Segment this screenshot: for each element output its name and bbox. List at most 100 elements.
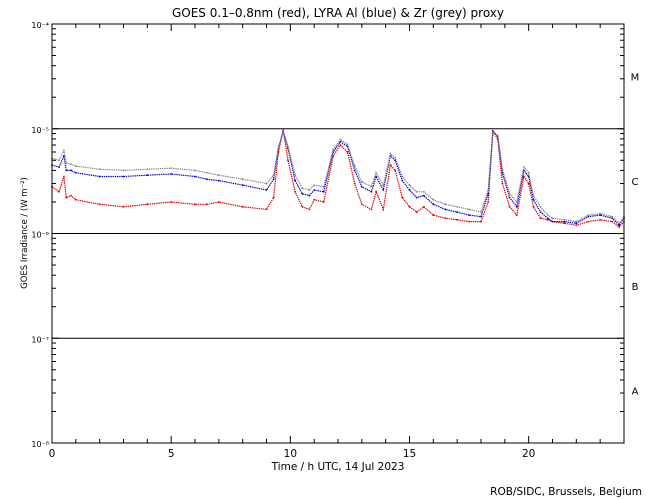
data-point xyxy=(353,169,356,172)
data-point xyxy=(287,145,289,148)
data-point xyxy=(389,152,392,155)
data-point xyxy=(70,194,72,197)
data-point xyxy=(422,205,425,208)
footer-credit: ROB/SIDC, Brussels, Belgium xyxy=(490,486,642,498)
data-point xyxy=(272,178,275,181)
series-lyra-zr xyxy=(51,129,625,225)
data-point xyxy=(375,171,377,174)
x-axis-label: Time / h UTC, 14 Jul 2023 xyxy=(271,461,405,473)
data-point xyxy=(346,151,349,153)
x-tick-label: 20 xyxy=(522,448,535,460)
data-point xyxy=(432,203,435,206)
data-point xyxy=(63,175,65,178)
data-point xyxy=(587,215,590,218)
data-point xyxy=(492,131,494,134)
data-point xyxy=(170,201,173,203)
data-point xyxy=(501,182,504,185)
data-point xyxy=(346,143,349,146)
data-point xyxy=(74,198,77,201)
data-point xyxy=(313,184,316,187)
data-point xyxy=(339,144,342,146)
data-point xyxy=(444,203,447,206)
data-point xyxy=(301,192,304,195)
data-point xyxy=(515,201,518,203)
data-point xyxy=(408,184,411,187)
data-point xyxy=(532,194,535,197)
data-point xyxy=(501,168,504,171)
data-point xyxy=(339,140,342,143)
data-point xyxy=(58,159,60,162)
x-tick-label: 10 xyxy=(284,448,297,460)
x-tick-label: 15 xyxy=(403,448,416,460)
data-point xyxy=(539,211,542,214)
data-point xyxy=(353,165,356,168)
data-point xyxy=(170,167,173,170)
x-axis-ticks: 0 5 10 15 20 xyxy=(49,24,625,460)
data-point xyxy=(382,189,385,191)
data-point xyxy=(322,190,325,193)
series-line xyxy=(51,128,625,227)
data-point xyxy=(360,185,363,188)
data-point xyxy=(287,159,289,162)
data-point xyxy=(360,203,363,206)
data-point xyxy=(65,169,68,172)
data-point xyxy=(70,169,72,172)
data-point xyxy=(294,174,296,177)
data-point xyxy=(539,217,542,220)
data-point xyxy=(370,185,373,188)
data-point xyxy=(587,220,590,223)
data-point xyxy=(532,198,535,201)
data-point xyxy=(422,194,425,197)
data-point xyxy=(487,201,490,203)
data-point xyxy=(575,224,578,227)
y-axis-ticks: 10⁻⁴ 10⁻⁵ 10⁻⁶ 10⁻⁷ 10⁻⁸ xyxy=(31,21,624,449)
x-tick-label: 0 xyxy=(49,448,56,460)
data-point xyxy=(217,174,220,177)
data-point xyxy=(170,173,173,175)
data-point xyxy=(332,148,335,151)
y-tick-label: 10⁻⁴ xyxy=(31,21,49,30)
data-point xyxy=(206,171,208,174)
data-point xyxy=(523,166,525,169)
data-point xyxy=(194,169,196,172)
data-point xyxy=(339,138,342,141)
data-point xyxy=(58,190,60,193)
data-point xyxy=(401,175,404,178)
data-point xyxy=(575,220,578,223)
data-point xyxy=(487,189,490,191)
data-point xyxy=(194,175,196,178)
flare-class-label: M xyxy=(631,72,640,83)
data-point xyxy=(98,203,101,206)
data-point xyxy=(241,184,244,187)
data-point xyxy=(146,203,149,206)
data-point xyxy=(546,214,549,217)
data-point xyxy=(508,196,511,199)
data-point xyxy=(611,215,613,218)
data-point xyxy=(206,178,208,181)
data-point xyxy=(501,171,504,174)
data-point xyxy=(415,190,418,193)
data-point xyxy=(515,214,518,217)
data-point xyxy=(480,215,482,218)
data-point xyxy=(618,222,621,225)
data-point xyxy=(301,205,304,208)
data-point xyxy=(611,220,613,223)
series-goes-0-1-0-8nm xyxy=(51,129,625,229)
data-point xyxy=(532,205,535,208)
data-point xyxy=(265,182,268,185)
data-point xyxy=(146,168,149,171)
data-point xyxy=(58,166,60,169)
data-point xyxy=(322,201,325,203)
data-point xyxy=(546,217,549,220)
data-point xyxy=(241,205,244,208)
data-point xyxy=(65,162,68,165)
data-point xyxy=(551,217,554,220)
data-point xyxy=(74,165,77,168)
data-point xyxy=(444,217,447,220)
data-point xyxy=(272,174,275,177)
data-point xyxy=(308,189,311,191)
data-point xyxy=(375,190,377,193)
data-point xyxy=(456,205,459,208)
data-point xyxy=(575,222,578,225)
